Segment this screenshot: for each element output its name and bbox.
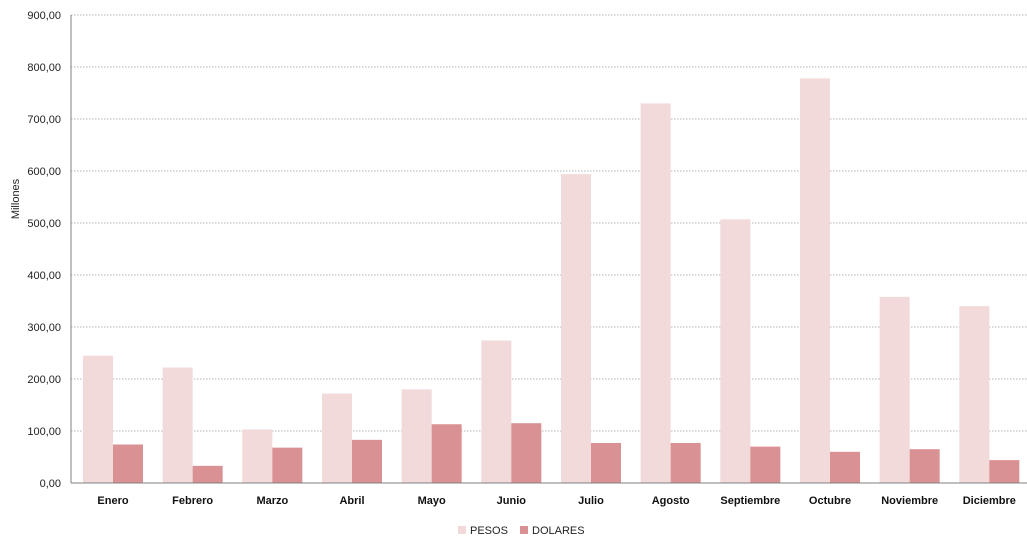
- legend-label-pesos: PESOS: [470, 525, 508, 537]
- bar-pesos-marzo: [242, 429, 273, 483]
- bar-dolares-diciembre: [989, 460, 1020, 483]
- bar-dolares-febrero: [192, 465, 223, 483]
- y-tick-label-6: 600,00: [27, 166, 61, 178]
- legend-label-dolares: DOLARES: [532, 525, 585, 537]
- x-category-label-junio: Junio: [497, 495, 527, 507]
- bar-dolares-noviembre: [909, 449, 940, 483]
- y-tick-label-9: 900,00: [27, 10, 61, 22]
- y-axis-ticks: 0,00 100,00 200,00 300,00 400,00 500,00 600,00…: [27, 10, 61, 490]
- bar-dolares-abril: [352, 439, 382, 483]
- x-category-label-julio: Julio: [578, 495, 604, 507]
- y-axis-title: Millones: [10, 178, 22, 219]
- x-category-label-enero: Enero: [97, 495, 128, 507]
- bar-pesos-mayo: [401, 389, 432, 483]
- x-category-label-diciembre: Diciembre: [963, 495, 1016, 507]
- x-category-label-noviembre: Noviembre: [881, 495, 938, 507]
- bar-pesos-diciembre: [959, 306, 990, 483]
- bars: [83, 78, 1020, 484]
- y-tick-label-3: 300,00: [27, 322, 61, 334]
- bar-dolares-agosto: [670, 442, 701, 483]
- bar-pesos-junio: [481, 340, 512, 483]
- x-category-label-octubre: Octubre: [809, 495, 851, 507]
- bar-pesos-abril: [322, 393, 352, 483]
- bar-pesos-enero: [83, 355, 113, 483]
- bar-pesos-noviembre: [879, 296, 910, 483]
- x-category-label-mayo: Mayo: [418, 495, 446, 507]
- bar-dolares-julio: [591, 442, 621, 483]
- x-category-label-agosto: Agosto: [652, 495, 690, 507]
- y-tick-label-4: 400,00: [27, 270, 61, 282]
- x-category-label-septiembre: Septiembre: [720, 495, 780, 507]
- y-tick-label-0: 0,00: [40, 478, 61, 490]
- bar-pesos-julio: [561, 174, 591, 483]
- bar-dolares-enero: [113, 444, 143, 483]
- legend: PESOS DOLARES: [458, 525, 585, 537]
- bar-pesos-agosto: [640, 103, 671, 484]
- bar-dolares-octubre: [830, 451, 860, 483]
- legend-swatch-dolares: [520, 526, 528, 534]
- y-tick-label-5: 500,00: [27, 218, 61, 230]
- bar-dolares-mayo: [431, 424, 462, 483]
- x-category-label-febrero: Febrero: [172, 495, 213, 507]
- y-tick-label-1: 100,00: [27, 426, 61, 438]
- y-tick-label-7: 700,00: [27, 114, 61, 126]
- bar-dolares-septiembre: [750, 446, 781, 483]
- bar-dolares-junio: [511, 423, 542, 483]
- x-axis-categories: Enero Febrero Marzo Abril Mayo Junio Julio Agos…: [97, 495, 1016, 507]
- bar-pesos-febrero: [162, 367, 193, 483]
- grid-lines: [71, 14, 1027, 432]
- x-category-label-abril: Abril: [339, 495, 364, 507]
- bar-pesos-octubre: [800, 78, 830, 483]
- legend-swatch-pesos: [458, 526, 466, 534]
- bar-dolares-marzo: [272, 447, 303, 483]
- y-tick-label-8: 800,00: [27, 62, 61, 74]
- y-tick-label-2: 200,00: [27, 374, 61, 386]
- x-category-label-marzo: Marzo: [256, 495, 288, 507]
- bar-pesos-septiembre: [720, 219, 751, 484]
